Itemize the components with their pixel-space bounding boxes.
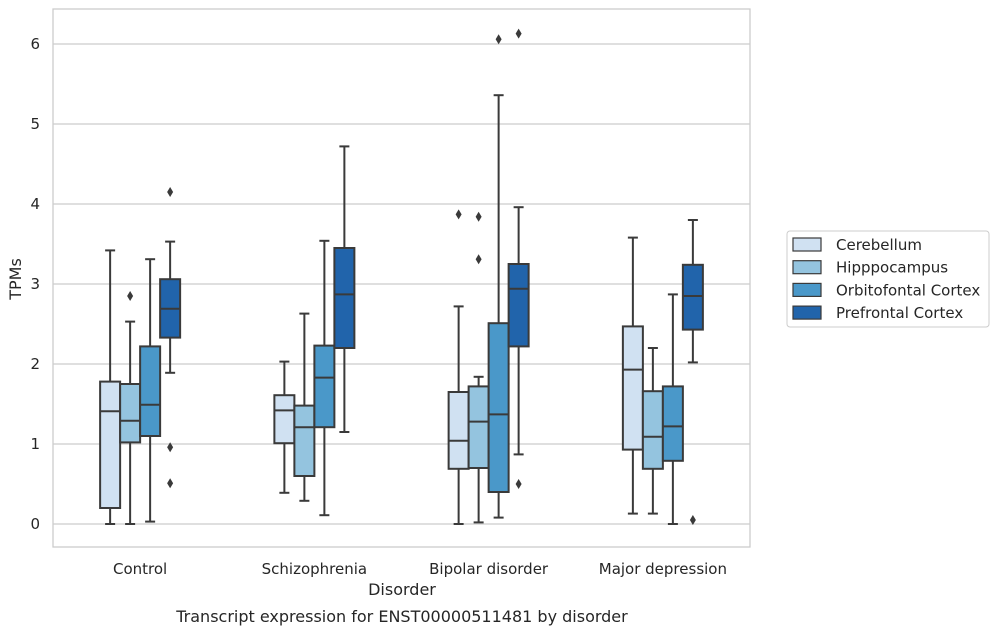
legend-label: Cerebellum: [836, 236, 922, 254]
legend-frame: [786, 230, 990, 328]
y-tick-label: 0: [30, 515, 40, 533]
box: [641, 390, 664, 470]
box: [621, 325, 644, 451]
outlier-point: [689, 515, 696, 525]
box: [333, 247, 356, 349]
legend-swatch: [792, 282, 822, 297]
legend-entry: Cerebellum: [792, 236, 922, 254]
box-group: [641, 347, 664, 515]
box: [313, 344, 336, 429]
box-group: [487, 34, 510, 519]
box: [139, 345, 162, 437]
box: [447, 391, 470, 470]
legend-entry: Prefrontal Cortex: [792, 304, 963, 322]
y-tick-label: 2: [30, 355, 40, 373]
x-axis-title: Disorder: [368, 580, 436, 599]
y-tick-labels: 0 1 2 3 4 5 6: [30, 35, 40, 533]
box-group: [99, 249, 122, 525]
outlier-point: [127, 291, 134, 301]
box: [681, 263, 704, 331]
box-group: [661, 293, 684, 525]
legend-entries: Cerebellum Hipppocampus Orbitofontal Corte…: [792, 236, 980, 322]
outlier-point: [475, 254, 482, 265]
x-tick-label: Bipolar disorder: [429, 560, 549, 578]
legend-entry: Orbitofontal Cortex: [792, 281, 980, 299]
legend-label: Orbitofontal Cortex: [836, 281, 980, 299]
legend: Cerebellum Hipppocampus Orbitofontal Corte…: [786, 230, 990, 328]
box: [99, 380, 122, 510]
legend-swatch: [792, 260, 822, 275]
figure-caption: Transcript expression for ENST0000051148…: [175, 607, 628, 626]
box-group: [333, 145, 356, 433]
y-tick-label: 6: [30, 35, 40, 53]
box: [293, 404, 316, 478]
box: [119, 383, 142, 444]
box-group: [313, 239, 336, 517]
legend-label: Hipppocampus: [836, 259, 948, 277]
y-tick-label: 4: [30, 195, 40, 213]
outlier-point: [515, 28, 522, 39]
x-tick-label: Major depression: [599, 560, 727, 578]
x-tick-labels: Control Schizophrenia Bipolar disorder Majo…: [113, 560, 727, 578]
outlier-point: [495, 34, 502, 45]
outlier-point: [515, 479, 522, 489]
x-tick-label: Schizophrenia: [262, 560, 367, 578]
outlier-point: [455, 209, 462, 220]
box-group: [139, 258, 162, 523]
box-group: [681, 219, 704, 525]
box: [487, 322, 510, 494]
box-group: [621, 236, 644, 515]
plot-frame: [52, 8, 751, 548]
y-tick-label: 1: [30, 435, 40, 453]
y-axis-title: TPMs: [6, 258, 25, 301]
legend-swatch: [792, 305, 822, 320]
outlier-point: [167, 187, 174, 197]
box-group: [119, 291, 142, 525]
legend-entry: Hipppocampus: [792, 259, 948, 277]
x-tick-label: Control: [113, 560, 167, 578]
box-group: [293, 312, 316, 502]
legend-swatch: [792, 237, 822, 252]
y-tick-label: 3: [30, 275, 40, 293]
box-group: [159, 187, 182, 489]
outlier-point: [167, 478, 174, 489]
legend-label: Prefrontal Cortex: [836, 304, 963, 322]
box: [661, 385, 684, 462]
box: [273, 394, 296, 445]
box: [467, 385, 490, 469]
box-group: [507, 28, 530, 489]
box: [507, 263, 530, 348]
outlier-point: [167, 442, 174, 453]
y-tick-label: 5: [30, 115, 40, 133]
outlier-point: [475, 211, 482, 222]
boxes: [99, 28, 704, 525]
